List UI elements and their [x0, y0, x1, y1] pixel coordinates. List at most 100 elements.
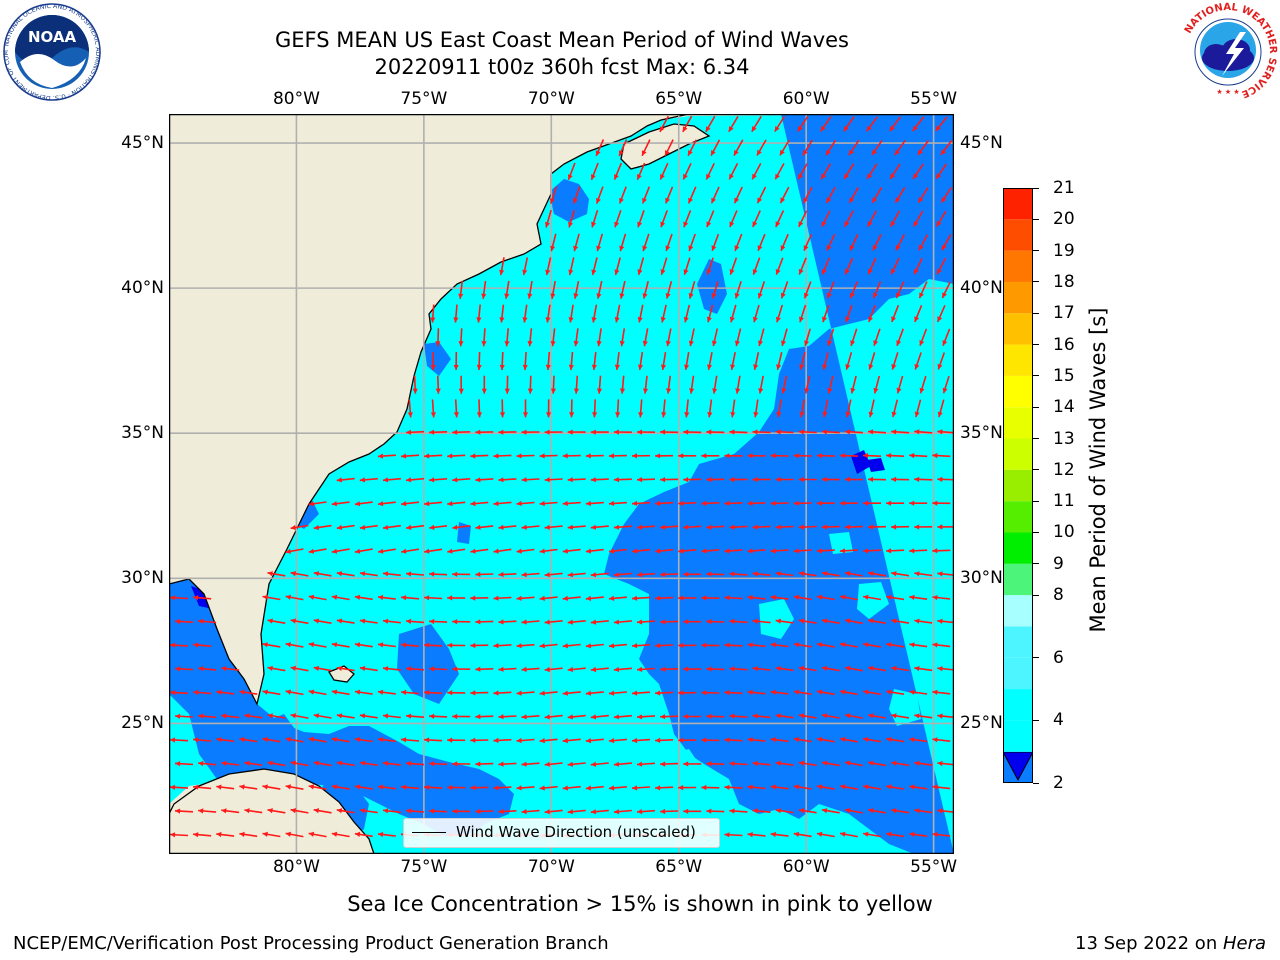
lon-tick-label: 80°W	[272, 857, 320, 877]
direction-arrow-head	[175, 713, 181, 719]
direction-arrow-head	[804, 340, 810, 346]
direction-arrow-head	[447, 737, 453, 743]
direction-arrow-head	[816, 737, 823, 743]
direction-arrow-head	[896, 340, 902, 346]
direction-arrow-head	[522, 364, 528, 370]
direction-arrow-head	[711, 245, 717, 251]
lat-tick-label: 45°N	[121, 133, 164, 154]
direction-arrow-head	[632, 690, 638, 696]
direction-arrow-head	[632, 500, 638, 506]
lat-tick-label: 30°N	[960, 568, 1003, 589]
direction-arrow-head	[632, 643, 638, 649]
direction-arrow-head	[793, 689, 800, 695]
direction-arrow-head	[937, 666, 943, 672]
colorbar-tick-label: 4	[1053, 710, 1064, 731]
direction-arrow-head	[591, 317, 597, 323]
direction-arrow-head	[170, 642, 176, 648]
direction-arrow-head	[239, 784, 245, 790]
wave-direction-arrows	[169, 115, 954, 838]
direction-arrow-head	[498, 714, 504, 720]
direction-arrow-head	[688, 245, 694, 251]
direction-arrow-head	[527, 388, 533, 394]
direction-arrow-head	[909, 689, 915, 695]
direction-arrow-head	[655, 785, 661, 791]
direction-arrow-head	[447, 453, 453, 459]
direction-arrow-head	[493, 737, 499, 743]
direction-arrow-head	[798, 221, 804, 227]
direction-arrow-head	[475, 477, 481, 483]
direction-arrow-head	[637, 221, 643, 228]
direction-arrow-head	[909, 453, 915, 459]
direction-arrow-head	[521, 524, 527, 530]
direction-arrow-head	[452, 477, 458, 483]
direction-arrow-head	[758, 340, 763, 346]
direction-arrow-head	[470, 785, 476, 791]
wave-period-map	[169, 114, 954, 854]
direction-arrow-head	[290, 713, 296, 719]
direction-arrow-head	[728, 126, 734, 132]
direction-arrow-head	[798, 618, 805, 624]
direction-arrow-head	[891, 316, 896, 322]
direction-arrow-head	[775, 571, 781, 577]
colorbar-tick-label: 12	[1053, 459, 1075, 480]
direction-arrow-head	[313, 808, 320, 814]
direction-arrow-head	[401, 642, 407, 648]
direction-arrow-head	[678, 690, 684, 696]
direction-arrow-head	[850, 387, 856, 394]
direction-arrow-head	[285, 594, 291, 600]
direction-arrow-head	[886, 594, 892, 600]
direction-arrow-head	[452, 713, 458, 720]
direction-arrow-head	[914, 268, 919, 275]
direction-arrow-head	[937, 760, 943, 767]
direction-arrow-head	[378, 548, 384, 554]
direction-arrow-head	[770, 548, 776, 554]
direction-arrow-head	[290, 618, 296, 624]
direction-arrow-head	[684, 412, 690, 418]
direction-arrow-head	[244, 808, 250, 814]
colorbar-tick-label: 10	[1053, 522, 1075, 543]
direction-arrow-head	[175, 761, 181, 767]
colorbar-segment	[1003, 532, 1033, 564]
direction-arrow-head	[840, 642, 846, 648]
direction-arrow-head	[932, 500, 938, 506]
direction-arrow-head	[942, 292, 947, 298]
lon-tick-label: 55°W	[910, 89, 958, 109]
direction-arrow-head	[590, 809, 597, 815]
direction-arrow-head	[770, 831, 776, 838]
colorbar-segment	[1003, 219, 1033, 251]
direction-arrow-head	[729, 476, 735, 483]
direction-arrow-head	[613, 572, 620, 578]
direction-arrow-head	[545, 221, 550, 228]
direction-arrow-head	[891, 665, 897, 671]
direction-arrow-head	[198, 618, 204, 624]
direction-arrow-head	[660, 524, 666, 530]
colorbar-tick-label: 14	[1053, 397, 1075, 418]
direction-arrow-head	[562, 643, 568, 649]
direction-arrow-head	[447, 642, 453, 648]
colorbar-tick-mark	[1033, 312, 1039, 314]
direction-arrow-head	[262, 642, 268, 648]
direction-arrow-head	[267, 618, 273, 624]
direction-arrow-head	[308, 501, 314, 507]
direction-arrow-head	[919, 387, 925, 394]
direction-arrow-head	[638, 412, 644, 418]
direction-arrow-head	[918, 197, 924, 203]
direction-arrow-head	[821, 618, 828, 624]
direction-arrow-head	[550, 293, 556, 299]
direction-arrow-head	[793, 548, 799, 554]
direction-arrow-head	[747, 453, 753, 459]
direction-arrow-head	[678, 453, 684, 459]
direction-arrow-head	[752, 571, 758, 577]
direction-arrow-head	[683, 713, 689, 720]
colorbar-segment	[1003, 250, 1033, 282]
direction-arrow-head	[747, 595, 753, 601]
direction-arrow-head	[775, 808, 781, 814]
direction-arrow-head	[383, 571, 389, 577]
direction-arrow-head	[770, 500, 776, 506]
direction-arrow-head	[499, 317, 505, 323]
direction-arrow-head	[891, 429, 897, 435]
direction-arrow-head	[285, 736, 291, 743]
direction-arrow-head	[868, 429, 874, 435]
direction-arrow-head	[678, 595, 684, 601]
direction-arrow-head	[752, 666, 758, 672]
